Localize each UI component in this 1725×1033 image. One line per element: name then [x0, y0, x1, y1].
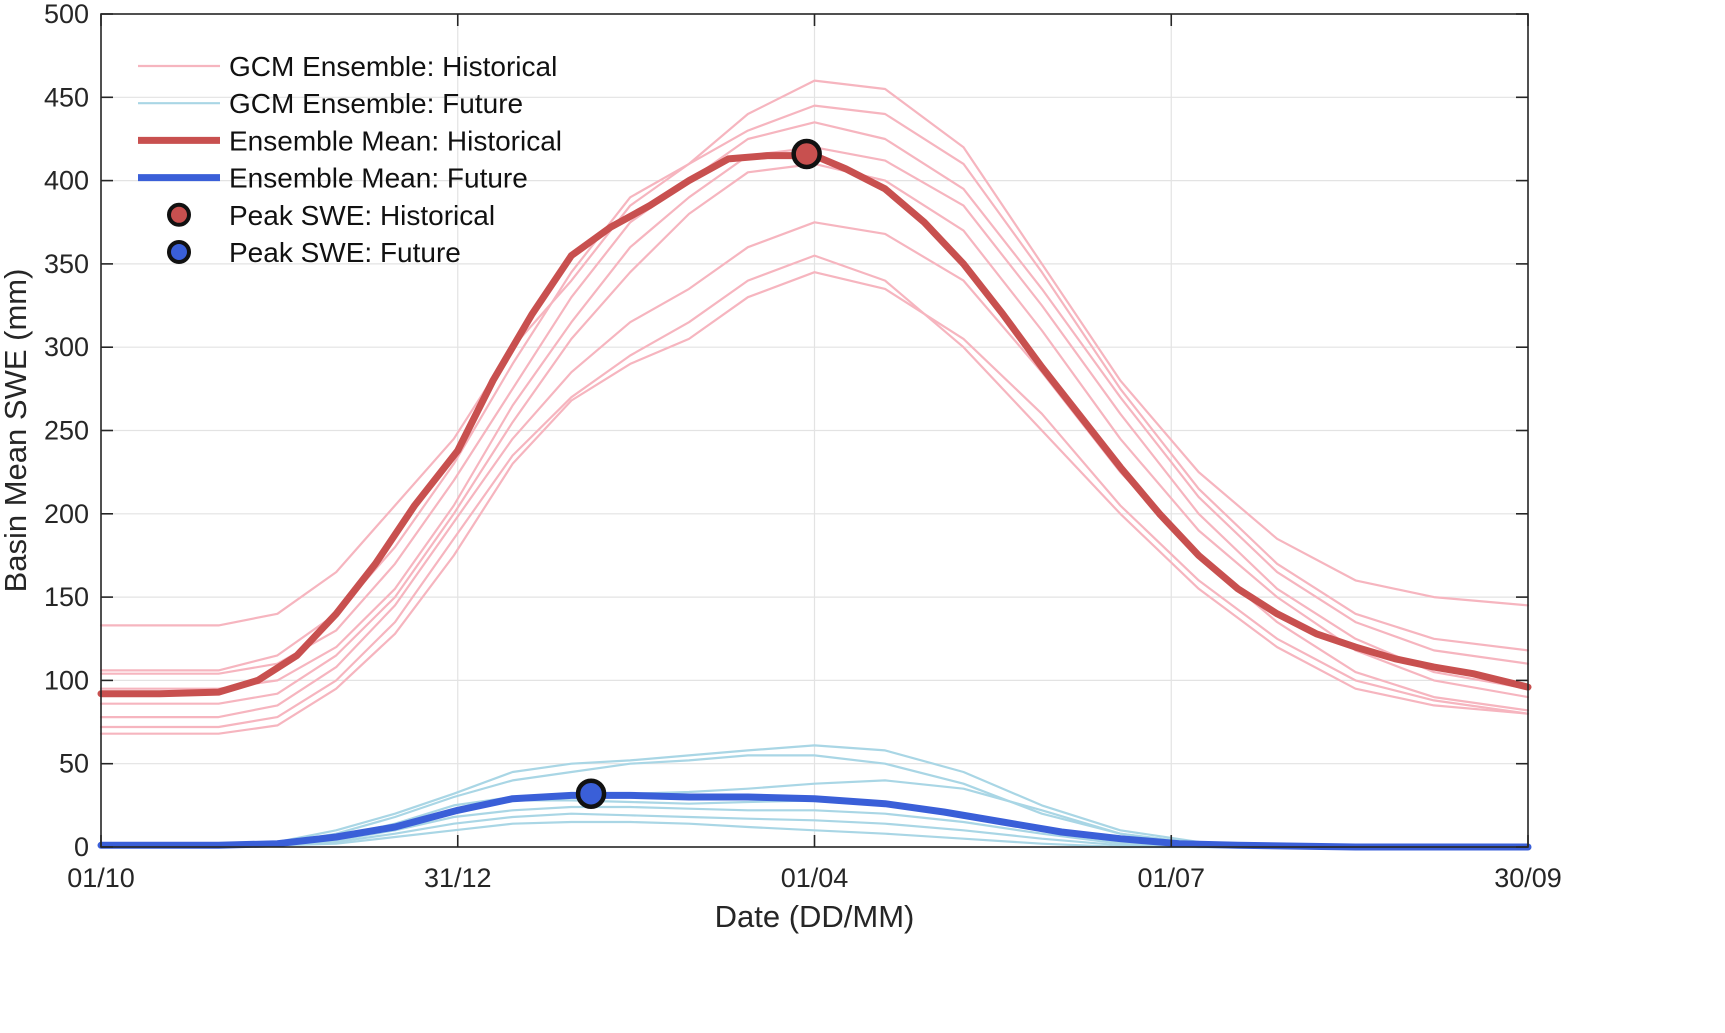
series-line-hist-mean — [97, 152, 1532, 698]
series-layer — [97, 79, 1532, 851]
series-line-hist-members-6 — [99, 254, 1530, 729]
y-tick-label: 500 — [44, 0, 89, 29]
x-tick-label: 30/09 — [1494, 863, 1562, 893]
peak-marker-historical — [791, 138, 822, 170]
y-tick-label: 300 — [44, 332, 89, 362]
y-tick-label: 0 — [74, 832, 89, 862]
y-tick-label: 100 — [44, 665, 89, 695]
x-tick-label: 31/12 — [424, 863, 492, 893]
legend-label: Ensemble Mean: Future — [229, 163, 528, 194]
peak-marker-future — [575, 778, 607, 809]
legend-label: Peak SWE: Future — [229, 237, 461, 268]
series-line-hist-members-4 — [99, 162, 1530, 705]
y-tick-label: 200 — [44, 499, 89, 529]
legend-marker — [167, 202, 191, 227]
legend-label: Peak SWE: Historical — [229, 200, 495, 231]
legend-marker — [167, 240, 191, 264]
legend: GCM Ensemble: Historical GCM Ensemble: Fu… — [138, 51, 562, 268]
legend-label: GCM Ensemble: Historical — [229, 51, 557, 82]
peak-layer — [575, 138, 822, 809]
legend-label: GCM Ensemble: Future — [229, 88, 523, 119]
y-tick-label: 250 — [44, 416, 89, 446]
series-line-hist-members-7 — [99, 271, 1530, 735]
y-tick-label: 400 — [44, 166, 89, 196]
x-tick-label: 01/10 — [67, 863, 135, 893]
legend-label: Ensemble Mean: Historical — [229, 125, 562, 156]
series-line-hist-members-0 — [99, 79, 1530, 627]
x-tick-label: 01/04 — [781, 863, 849, 893]
y-axis-title: Basin Mean SWE (mm) — [0, 269, 33, 593]
x-axis-title: Date (DD/MM) — [715, 899, 915, 934]
y-tick-label: 350 — [44, 249, 89, 279]
series-line-hist-members-2 — [99, 121, 1530, 675]
series-line-fut-mean — [97, 791, 1532, 851]
y-tick-label: 450 — [44, 82, 89, 112]
x-tick-label: 01/07 — [1137, 863, 1205, 893]
tick-layer: 0 50 100 150 200 250 300 350 400 450 500 01/10 31/12… — [44, 0, 1562, 893]
y-tick-label: 50 — [59, 749, 89, 779]
y-tick-label: 150 — [44, 582, 89, 612]
